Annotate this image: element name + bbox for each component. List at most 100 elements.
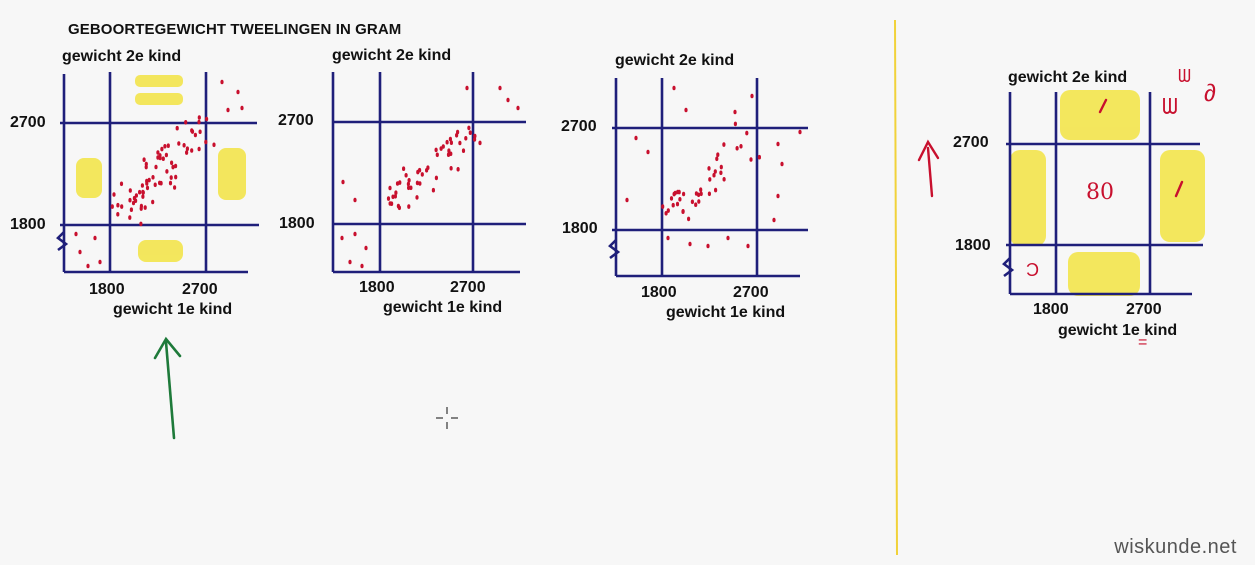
scatter-point (750, 93, 754, 99)
scatter-point (749, 157, 753, 162)
scatter-point (190, 148, 194, 153)
y-axis-label-panel-4: gewicht 2e kind (1008, 69, 1128, 86)
y-tick-high-panel-2: 2700 (278, 112, 314, 129)
x-axis-label-panel-1: gewicht 1e kind (113, 301, 233, 318)
divider-line (894, 19, 898, 556)
scatter-point (175, 125, 179, 131)
scatter-point (467, 125, 471, 131)
scatter-point (190, 129, 195, 134)
scatter-point (141, 189, 145, 195)
x-tick-low-panel-2: 1800 (359, 279, 395, 296)
scatter-point (722, 177, 726, 182)
scatter-point (682, 191, 686, 197)
scatter-point (449, 151, 453, 157)
scatter-point (634, 135, 638, 141)
scatter-point (147, 177, 151, 183)
scatter-point (386, 196, 391, 201)
axes-panel-3 (608, 78, 808, 278)
scatter-point (426, 165, 430, 170)
y-tick-low-panel-4: 1800 (955, 237, 991, 254)
scatter-point (212, 142, 216, 148)
x-tick-high-panel-4: 2700 (1126, 301, 1162, 318)
scatter-point (170, 160, 174, 166)
scatter-point (456, 167, 460, 172)
scatter-point (745, 130, 749, 136)
scatter-point (713, 169, 717, 174)
scatter-point (669, 196, 674, 201)
axes-panel-2 (331, 72, 526, 274)
scatter-point (236, 89, 240, 95)
scatter-point (153, 182, 157, 188)
scatter-point (699, 191, 703, 197)
y-tick-low-panel-3: 1800 (562, 220, 598, 237)
scatter-point (128, 215, 132, 220)
scatter-point (409, 185, 413, 191)
scatter-point (726, 235, 730, 241)
scatter-point (708, 177, 712, 182)
watermark-text: wiskunde.net (1114, 536, 1237, 558)
scatter-point (169, 175, 173, 180)
scatter-point (128, 188, 132, 193)
scatter-point (393, 194, 397, 199)
scatter-point (112, 192, 116, 197)
scatter-point (226, 107, 230, 113)
scatter-point (625, 197, 629, 203)
scatter-point (458, 140, 462, 146)
axes-panel-4 (1002, 92, 1203, 296)
scatter-point (198, 129, 202, 135)
scatter-point (166, 143, 170, 148)
scatter-point (498, 85, 502, 91)
scatter-point (388, 185, 392, 191)
scatter-point (139, 221, 143, 227)
x-tick-low-panel-3: 1800 (641, 284, 677, 301)
scatter-point (406, 181, 410, 187)
loop-scrawl-annotation: ∂ (1204, 80, 1216, 107)
scatter-point (388, 201, 392, 206)
top-right-mark-annotation: ᗯ (1178, 66, 1191, 86)
scatter-point (407, 204, 411, 209)
page-title: GEBOORTEGEWICHT TWEELINGEN IN GRAM (68, 21, 402, 38)
scatter-point (688, 241, 692, 247)
scatter-point (448, 136, 452, 142)
scatter-point (128, 197, 132, 203)
scatter-point (707, 166, 711, 171)
scatter-point (168, 180, 173, 186)
scatter-point (415, 180, 419, 186)
scatter-point (661, 204, 665, 209)
scatter-point (733, 109, 737, 115)
scatter-point (714, 187, 718, 193)
scatter-point (182, 143, 186, 148)
scatter-point (664, 211, 668, 216)
scatter-point (757, 154, 762, 160)
scatter-point (360, 263, 364, 269)
scatter-point (449, 140, 453, 145)
scatter-points-panel-1 (74, 79, 244, 269)
scatter-point (398, 180, 402, 185)
corner-mark-annotation: Ɔ (1026, 260, 1039, 280)
scatter-point (681, 209, 685, 214)
scatter-point (163, 144, 167, 149)
scatter-point (447, 148, 451, 153)
scatter-point (673, 190, 677, 196)
highlights-panel-1 (76, 75, 246, 262)
scatter-point (156, 155, 160, 160)
scatter-point (455, 133, 459, 138)
x-tick-high-panel-2: 2700 (450, 279, 486, 296)
highlights-panel-4 (1010, 90, 1205, 296)
scatter-point (139, 203, 143, 209)
y-tick-low-panel-2: 1800 (279, 215, 315, 232)
scatter-point (156, 150, 160, 155)
scatter-point (134, 193, 138, 198)
scatter-point (78, 249, 82, 255)
scatter-point (694, 191, 699, 196)
scatter-point (478, 140, 482, 146)
scatter-point (690, 199, 695, 205)
scatter-point (151, 175, 155, 180)
scatter-point (666, 235, 670, 241)
y-tick-high-panel-4: 2700 (953, 134, 989, 151)
x-axis-label-panel-3: gewicht 1e kind (666, 304, 786, 321)
scatter-point (160, 146, 164, 152)
scatter-point (93, 235, 97, 241)
